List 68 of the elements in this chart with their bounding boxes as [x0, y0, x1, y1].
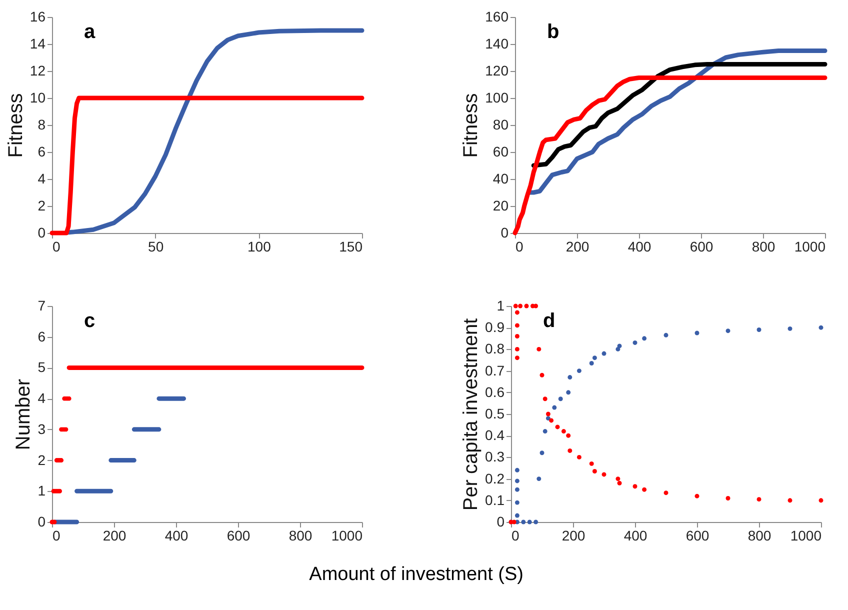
- y-tick-label: 100: [485, 90, 509, 106]
- y-tick-label: 10: [30, 90, 46, 106]
- y-tick-label: 0: [496, 514, 505, 530]
- x-tick-label: 600: [686, 528, 710, 544]
- y-tick-label: 80: [492, 116, 509, 132]
- x-tick-label: 600: [226, 528, 250, 544]
- x-axis-title: Amount of investment (S): [309, 564, 524, 585]
- y-tick-label: 16: [30, 8, 46, 24]
- x-tick-label: 400: [624, 528, 648, 544]
- y-tick-label: 0: [38, 224, 46, 240]
- x-tick-label: 50: [148, 238, 164, 254]
- x-tick-label: 1000: [331, 528, 363, 544]
- x-tick-label: 200: [102, 528, 126, 544]
- y-axis-title: Fitness: [4, 93, 27, 158]
- y-tick-label: 3: [38, 420, 46, 437]
- y-tick-label: 6: [38, 144, 46, 160]
- y-tick-label: 0.1: [485, 492, 505, 508]
- y-tick-label: 6: [38, 328, 46, 344]
- y-tick-label: 0.9: [485, 319, 505, 336]
- y-axis-title: Number: [12, 378, 35, 450]
- x-tick-label: 200: [562, 528, 586, 544]
- y-tick-label: 0.4: [485, 427, 505, 444]
- x-tick-label: 400: [164, 528, 188, 544]
- y-tick-label: 2: [38, 198, 46, 214]
- y-tick-label: 60: [492, 144, 509, 160]
- x-tick-label: 800: [288, 528, 312, 544]
- y-axis-title: Per capita investment: [460, 318, 482, 511]
- y-tick-label: 0.5: [485, 406, 505, 422]
- y-tick-label: 1: [38, 482, 46, 499]
- y-tick-label: 140: [485, 36, 509, 52]
- y-axis-title: Fitness: [460, 93, 482, 158]
- y-tick-label: 0: [38, 514, 46, 530]
- x-tick-label: 800: [748, 528, 772, 544]
- y-tick-label: 20: [492, 198, 509, 214]
- y-tick-label: 160: [485, 8, 509, 24]
- y-tick-label: 2: [38, 452, 46, 468]
- y-tick-label: 0.7: [485, 362, 505, 378]
- chart-title: b: [547, 21, 560, 43]
- y-tick-label: 1: [496, 298, 505, 314]
- x-tick-label: 0: [52, 528, 60, 544]
- x-tick-label: 0: [52, 238, 60, 254]
- y-tick-label: 4: [38, 170, 46, 186]
- y-tick-label: 0: [500, 224, 509, 240]
- x-tick-label: 0: [516, 238, 524, 254]
- y-tick-label: 8: [38, 116, 46, 132]
- chart-title: c: [84, 310, 96, 332]
- y-tick-label: 7: [38, 298, 46, 314]
- y-tick-label: 4: [38, 390, 46, 406]
- x-tick-label: 150: [339, 238, 363, 254]
- y-tick-label: 0.6: [485, 384, 505, 400]
- x-tick-label: 600: [690, 238, 714, 254]
- x-tick-label: 400: [628, 238, 652, 254]
- x-tick-label: 100: [247, 238, 272, 254]
- y-tick-label: 5: [38, 359, 46, 376]
- x-tick-label: 1000: [794, 238, 826, 254]
- y-tick-label: 14: [30, 36, 46, 52]
- x-tick-label: 0: [512, 528, 520, 544]
- chart-title: a: [84, 21, 96, 43]
- x-tick-label: 200: [566, 238, 590, 254]
- x-tick-label: 800: [752, 238, 776, 254]
- y-tick-label: 0.8: [485, 340, 505, 357]
- x-tick-label: 1000: [790, 528, 822, 544]
- y-tick-label: 0.2: [485, 470, 505, 486]
- y-tick-label: 40: [492, 170, 509, 186]
- y-tick-label: 0.3: [485, 448, 505, 465]
- chart-title: d: [543, 310, 556, 332]
- y-tick-label: 12: [30, 62, 46, 78]
- y-tick-label: 120: [485, 62, 509, 78]
